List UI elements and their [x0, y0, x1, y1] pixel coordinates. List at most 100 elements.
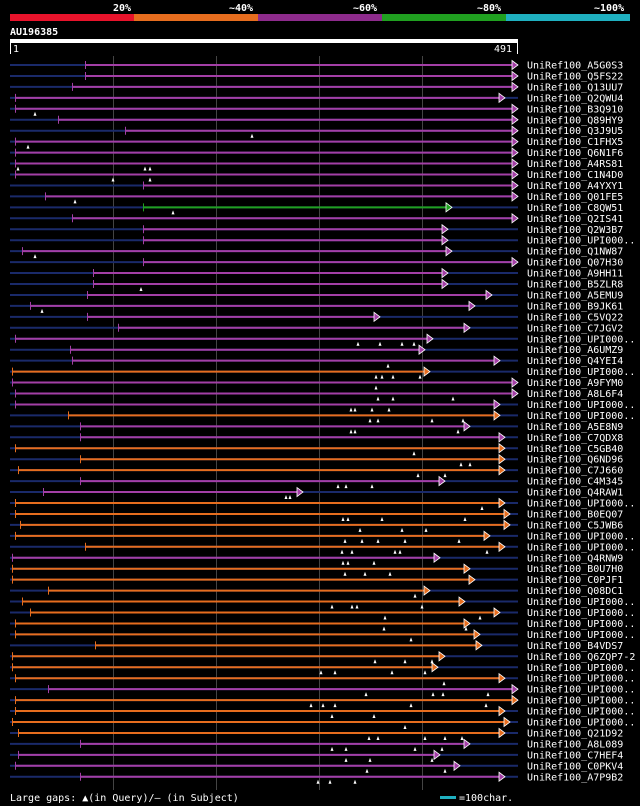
- hit-row[interactable]: UniRef100_C7HEF4: [10, 749, 623, 762]
- hit-label[interactable]: UniRef100_Q6N1F6: [527, 148, 623, 159]
- hit-label[interactable]: UniRef100_UPI000..: [527, 411, 635, 422]
- hit-label[interactable]: UniRef100_Q6ZQP7-2: [527, 652, 635, 663]
- hit-label[interactable]: UniRef100_A4RS81: [527, 159, 623, 170]
- hit-row[interactable]: UniRef100_UPI000..: [10, 607, 635, 620]
- hit-label[interactable]: UniRef100_A7P9B2: [527, 772, 623, 783]
- hit-label[interactable]: UniRef100_UPI000..: [527, 499, 635, 510]
- hit-row[interactable]: UniRef100_B0EQ07: [10, 508, 623, 521]
- hit-label[interactable]: UniRef100_C5VQ22: [527, 312, 623, 323]
- hit-row[interactable]: UniRef100_B3Q910: [10, 103, 623, 116]
- hit-row[interactable]: UniRef100_Q2W3B7: [10, 223, 623, 236]
- hit-row[interactable]: UniRef100_UPI000..: [10, 366, 635, 379]
- hit-row[interactable]: UniRef100_UPI000..: [10, 694, 635, 708]
- hit-label[interactable]: UniRef100_UPI000..: [527, 367, 635, 378]
- hit-label[interactable]: UniRef100_A9HH11: [527, 269, 623, 280]
- hit-row[interactable]: UniRef100_A5EMU9: [10, 289, 623, 301]
- hit-row[interactable]: UniRef100_UPI000..: [10, 629, 635, 642]
- hit-label[interactable]: UniRef100_A6UMZ9: [527, 345, 623, 356]
- hit-row[interactable]: UniRef100_Q21D92: [10, 727, 623, 740]
- hit-label[interactable]: UniRef100_A9FYM0: [527, 378, 623, 389]
- hit-row[interactable]: UniRef100_C7QDX8: [10, 431, 623, 444]
- hit-label[interactable]: UniRef100_C5GB40: [527, 444, 623, 455]
- hit-label[interactable]: UniRef100_B9JK61: [527, 301, 623, 312]
- hit-row[interactable]: UniRef100_C5GB40: [10, 442, 623, 456]
- hit-row[interactable]: UniRef100_Q3J9U5: [10, 125, 623, 138]
- hit-label[interactable]: UniRef100_UPI000..: [527, 696, 635, 707]
- hit-label[interactable]: UniRef100_Q3J9U5: [527, 126, 623, 137]
- hit-row[interactable]: UniRef100_Q6N1F6: [10, 147, 623, 159]
- hit-row[interactable]: UniRef100_C1FHX5: [10, 136, 623, 149]
- hit-row[interactable]: UniRef100_A8L089: [10, 738, 623, 751]
- hit-label[interactable]: UniRef100_C8QW51: [527, 203, 623, 214]
- hit-row[interactable]: UniRef100_C5VQ22: [10, 311, 623, 323]
- hit-label[interactable]: UniRef100_C7HEF4: [527, 750, 623, 761]
- hit-row[interactable]: UniRef100_UPI000..: [10, 661, 635, 675]
- hit-label[interactable]: UniRef100_UPI000..: [527, 400, 635, 411]
- hit-row[interactable]: UniRef100_UPI000..: [10, 234, 635, 247]
- hit-row[interactable]: UniRef100_C0PJF1: [10, 574, 623, 586]
- hit-label[interactable]: UniRef100_B0U7H0: [527, 564, 623, 575]
- hit-row[interactable]: UniRef100_UPI000..: [10, 530, 635, 543]
- hit-row[interactable]: UniRef100_Q08DC1: [10, 585, 623, 598]
- hit-row[interactable]: UniRef100_UPI000..: [10, 399, 635, 412]
- hit-row[interactable]: UniRef100_UPI000..: [10, 705, 635, 719]
- hit-row[interactable]: UniRef100_A7P9B2: [10, 771, 623, 784]
- hit-label[interactable]: UniRef100_UPI000..: [527, 718, 635, 729]
- hit-row[interactable]: UniRef100_C7JGV2: [10, 322, 623, 334]
- hit-row[interactable]: UniRef100_A5G0S3: [10, 59, 623, 72]
- hit-label[interactable]: UniRef100_C7QDX8: [527, 433, 623, 444]
- hit-label[interactable]: UniRef100_UPI000..: [527, 236, 635, 247]
- hit-label[interactable]: UniRef100_UPI000..: [527, 608, 635, 619]
- hit-label[interactable]: UniRef100_Q2IS41: [527, 214, 623, 225]
- hit-label[interactable]: UniRef100_C7J660: [527, 466, 623, 477]
- hit-row[interactable]: UniRef100_Q4YEI4: [10, 355, 623, 368]
- hit-row[interactable]: UniRef100_UPI000..: [10, 596, 635, 609]
- hit-label[interactable]: UniRef100_Q21D92: [527, 728, 623, 739]
- hit-row[interactable]: UniRef100_Q89HY9: [10, 114, 623, 126]
- hit-label[interactable]: UniRef100_C0PKV4: [527, 761, 623, 772]
- hit-label[interactable]: UniRef100_UPI000..: [527, 597, 635, 608]
- hit-label[interactable]: UniRef100_A5E8N9: [527, 422, 623, 433]
- hit-label[interactable]: UniRef100_B4VDS7: [527, 641, 623, 652]
- hit-row[interactable]: UniRef100_C4M345: [10, 475, 623, 489]
- hit-label[interactable]: UniRef100_B0EQ07: [527, 509, 623, 520]
- hit-row[interactable]: UniRef100_A6UMZ9: [10, 344, 623, 356]
- hit-label[interactable]: UniRef100_Q4RNW9: [527, 553, 623, 564]
- hit-label[interactable]: UniRef100_Q2QWU4: [527, 93, 623, 104]
- hit-row[interactable]: UniRef100_B4VDS7: [10, 640, 623, 652]
- hit-label[interactable]: UniRef100_A4YXY1: [527, 181, 623, 192]
- hit-label[interactable]: UniRef100_UPI000..: [527, 663, 635, 674]
- hit-row[interactable]: UniRef100_UPI000..: [10, 497, 635, 511]
- hit-row[interactable]: UniRef100_C0PKV4: [10, 760, 623, 773]
- hit-row[interactable]: UniRef100_B0U7H0: [10, 563, 623, 576]
- hit-label[interactable]: UniRef100_UPI000..: [527, 619, 635, 630]
- hit-row[interactable]: UniRef100_UPI000..: [10, 410, 635, 423]
- hit-row[interactable]: UniRef100_Q1NW87: [10, 245, 623, 259]
- hit-label[interactable]: UniRef100_C5JWB6: [527, 520, 623, 531]
- hit-label[interactable]: UniRef100_C4M345: [527, 477, 623, 488]
- hit-row[interactable]: UniRef100_UPI000..: [10, 618, 635, 631]
- hit-row[interactable]: UniRef100_UPI000..: [10, 541, 635, 554]
- hit-label[interactable]: UniRef100_Q89HY9: [527, 115, 623, 126]
- hit-label[interactable]: UniRef100_UPI000..: [527, 707, 635, 718]
- hit-row[interactable]: UniRef100_A9FYM0: [10, 377, 623, 390]
- hit-row[interactable]: UniRef100_A8L6F4: [10, 388, 623, 401]
- hit-label[interactable]: UniRef100_UPI000..: [527, 542, 635, 553]
- hit-row[interactable]: UniRef100_Q6ZQP7-2: [10, 650, 635, 664]
- hit-row[interactable]: UniRef100_Q07H30: [10, 256, 623, 269]
- hit-row[interactable]: UniRef100_Q4RAW1: [10, 486, 623, 500]
- hit-row[interactable]: UniRef100_C1N4D0: [10, 169, 623, 182]
- hit-label[interactable]: UniRef100_Q07H30: [527, 258, 623, 269]
- hit-row[interactable]: UniRef100_Q6ND96: [10, 453, 623, 467]
- hit-row[interactable]: UniRef100_C5JWB6: [10, 519, 623, 532]
- hit-label[interactable]: UniRef100_C0PJF1: [527, 575, 623, 586]
- hit-row[interactable]: UniRef100_Q01FE5: [10, 191, 623, 204]
- hit-label[interactable]: UniRef100_Q5FS22: [527, 71, 623, 82]
- hit-label[interactable]: UniRef100_A5EMU9: [527, 290, 623, 301]
- hit-label[interactable]: UniRef100_B3Q910: [527, 104, 623, 115]
- hit-label[interactable]: UniRef100_UPI000..: [527, 630, 635, 641]
- hit-label[interactable]: UniRef100_A8L6F4: [527, 389, 623, 400]
- hit-label[interactable]: UniRef100_C1N4D0: [527, 170, 623, 181]
- hit-label[interactable]: UniRef100_UPI000..: [527, 334, 635, 345]
- hit-label[interactable]: UniRef100_Q4RAW1: [527, 488, 623, 499]
